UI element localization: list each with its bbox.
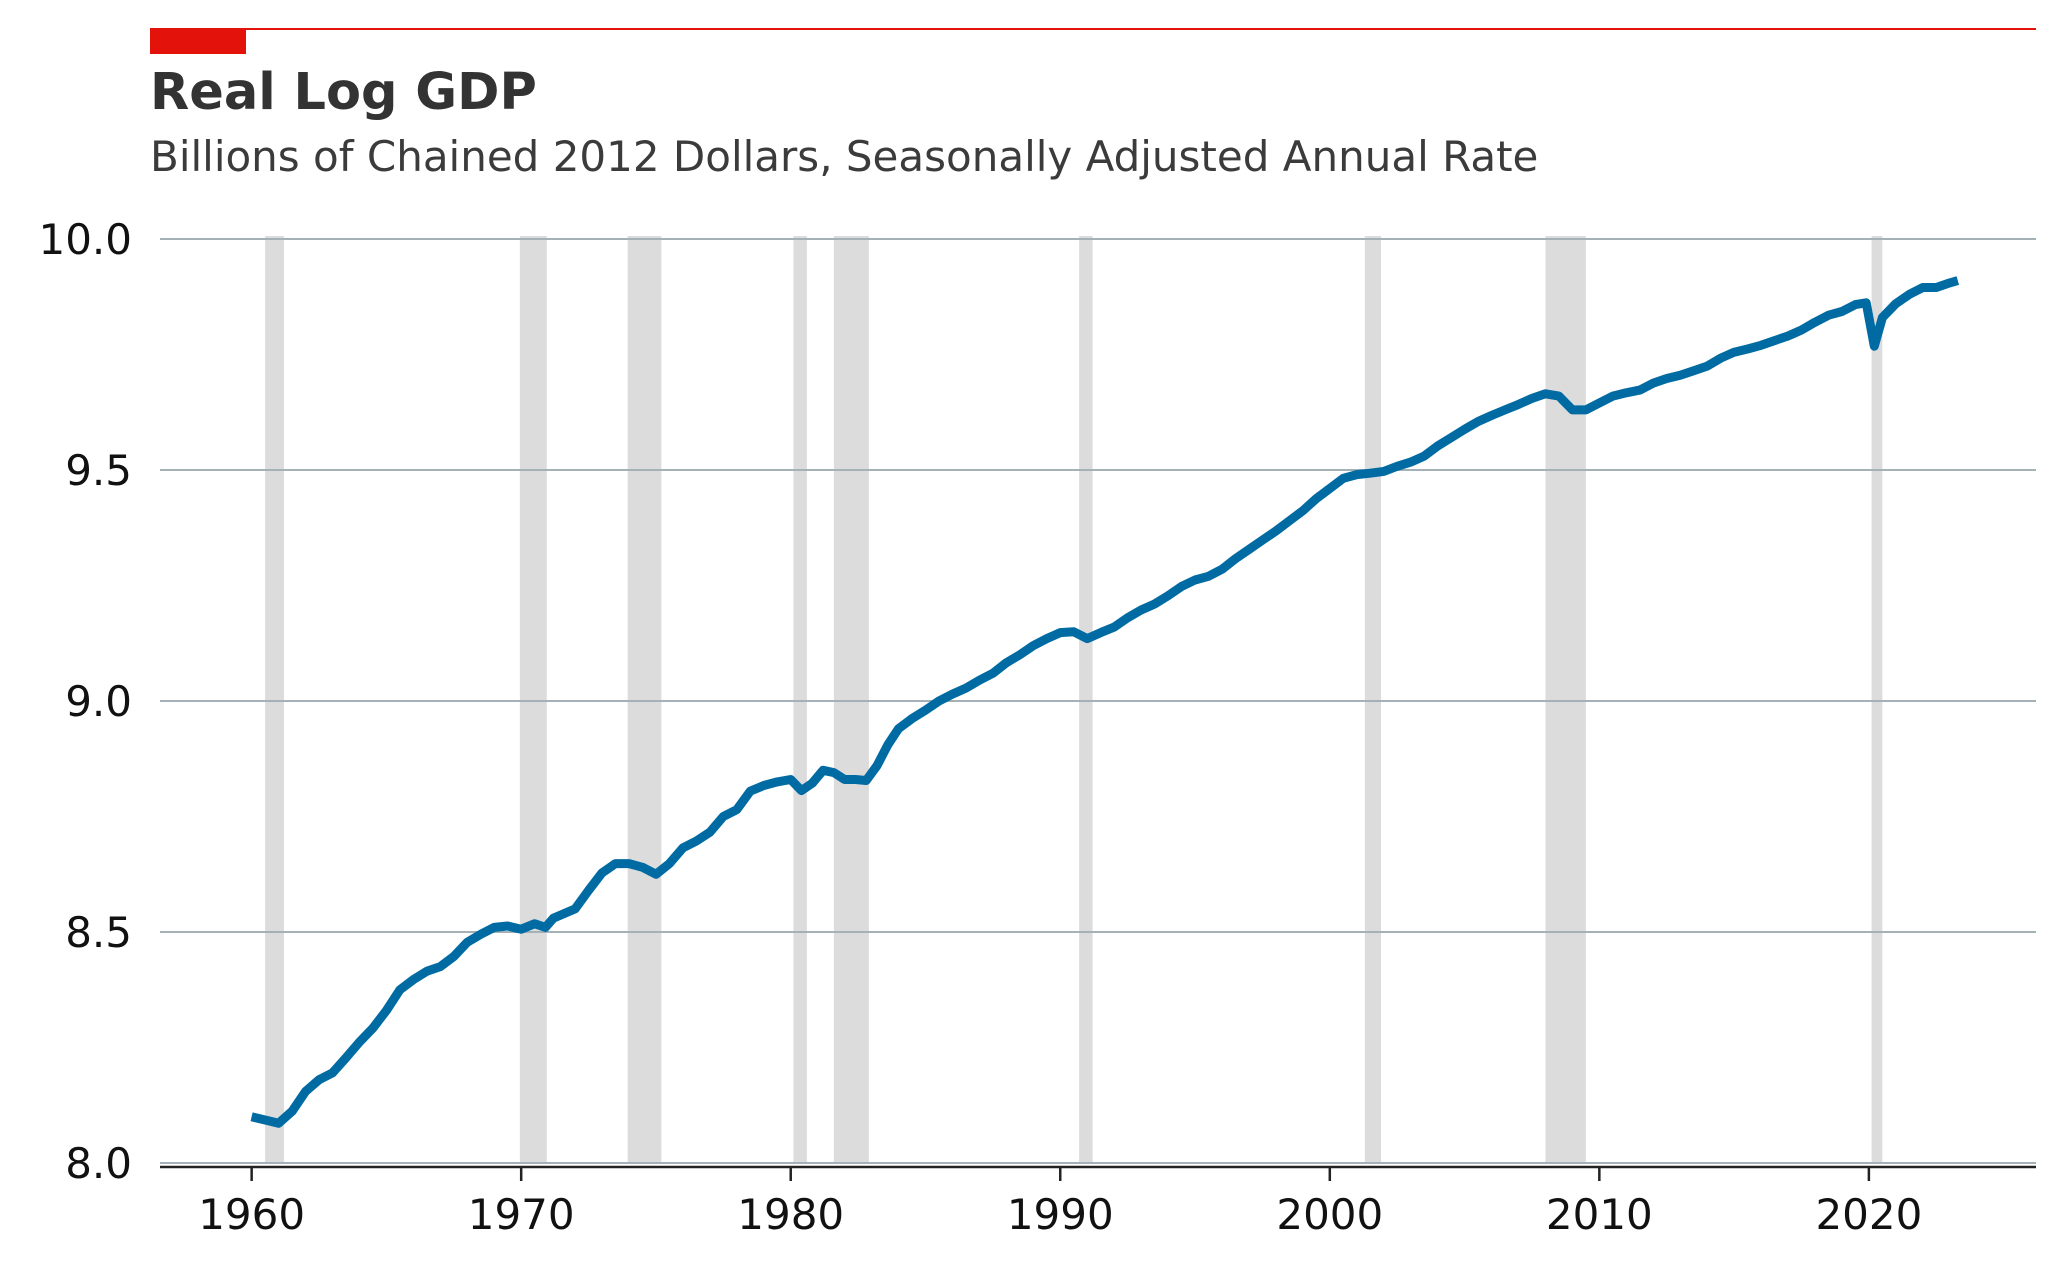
series-line <box>250 276 1960 1128</box>
x-tick-label: 2020 <box>1815 1190 1922 1239</box>
x-tick-labels: 1960 1970 1980 1990 2000 2010 2020 <box>198 1190 1922 1239</box>
x-tick-label: 2000 <box>1276 1190 1383 1239</box>
chart-subtitle: Billions of Chained 2012 Dollars, Season… <box>150 132 1539 181</box>
recession-band <box>833 236 869 1163</box>
x-axis <box>160 1162 2036 1181</box>
header-accent-tab <box>150 29 246 54</box>
recession-band <box>793 236 807 1163</box>
y-tick-label: 10.0 <box>38 215 132 264</box>
recession-band <box>1545 236 1586 1163</box>
recession-bands <box>265 236 1883 1163</box>
x-tick-label: 1990 <box>1007 1190 1114 1239</box>
gridlines <box>160 238 2036 933</box>
x-tick-label: 1980 <box>737 1190 844 1239</box>
recession-band <box>1364 236 1382 1163</box>
x-tick-label: 1970 <box>468 1190 575 1239</box>
y-tick-labels: 8.0 8.5 9.0 9.5 10.0 <box>38 215 132 1188</box>
y-tick-label: 9.5 <box>65 446 132 495</box>
recession-band <box>1079 236 1093 1163</box>
header-rule <box>150 28 2036 30</box>
recession-band <box>265 236 284 1163</box>
chart-title: Real Log GDP <box>150 63 537 122</box>
y-tick-label: 8.5 <box>65 908 132 957</box>
x-tick-label: 2010 <box>1546 1190 1653 1239</box>
series-line-group <box>250 276 1960 1128</box>
x-tick-label: 1960 <box>198 1190 305 1239</box>
recession-band <box>519 236 547 1163</box>
recession-band <box>1871 236 1883 1163</box>
y-tick-label: 9.0 <box>65 677 132 726</box>
y-tick-label: 8.0 <box>65 1139 132 1188</box>
recession-band <box>627 236 662 1163</box>
